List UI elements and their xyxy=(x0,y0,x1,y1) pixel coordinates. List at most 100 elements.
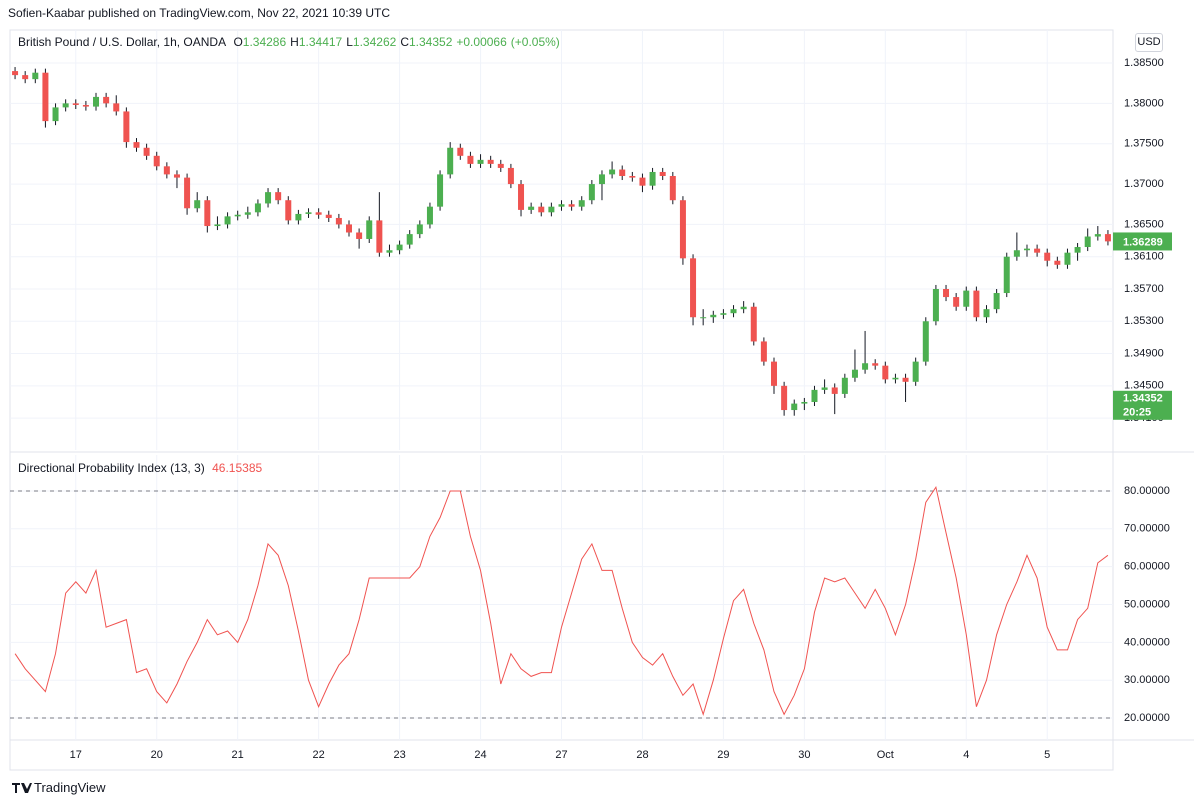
candle-body xyxy=(1094,234,1101,237)
candle-body xyxy=(254,203,261,213)
logo xyxy=(12,783,32,793)
candle-body xyxy=(194,200,201,209)
candle-body xyxy=(588,184,595,201)
x-tick-label: 30 xyxy=(798,749,810,761)
x-tick-label: 29 xyxy=(717,749,729,761)
candle-body xyxy=(801,401,808,404)
current-price-label: 1.34352 xyxy=(1123,393,1163,405)
candle-body xyxy=(1013,250,1020,257)
x-tick-label: 23 xyxy=(393,749,405,761)
candle-body xyxy=(315,212,322,215)
candle-body xyxy=(335,217,342,225)
y-tick-label: 1.34500 xyxy=(1124,380,1164,392)
x-tick-label: Oct xyxy=(877,749,894,761)
indicator-value: 46.15385 xyxy=(212,461,263,475)
candle-body xyxy=(609,169,616,175)
candle-body xyxy=(376,220,383,253)
candle-body xyxy=(750,306,757,342)
legend-change: +0.00066 xyxy=(456,35,507,49)
candle-body xyxy=(123,111,130,143)
candle-body xyxy=(1023,248,1030,251)
x-tick-label: 20 xyxy=(151,749,163,761)
candle-body xyxy=(973,290,980,318)
x-tick-label: 24 xyxy=(474,749,486,761)
candle-body xyxy=(224,216,231,225)
candle-body xyxy=(184,177,191,209)
candle-body xyxy=(406,234,413,245)
x-tick-label: 4 xyxy=(963,749,969,761)
candle-body xyxy=(214,224,221,227)
grid xyxy=(10,30,1113,740)
candle-body xyxy=(173,174,180,178)
last-price-box xyxy=(1113,232,1172,251)
x-tick-label: 5 xyxy=(1044,749,1050,761)
candle-body xyxy=(295,213,302,221)
y-tick-label: 30.00000 xyxy=(1124,674,1170,686)
candle-body xyxy=(760,341,767,362)
candle-body xyxy=(42,72,49,122)
y-tick-label: 1.35700 xyxy=(1124,283,1164,295)
candle-body xyxy=(1044,252,1051,261)
candle-body xyxy=(62,103,69,108)
candle-body xyxy=(345,224,352,233)
y-tick-label: 1.35300 xyxy=(1124,315,1164,327)
candle-body xyxy=(963,290,970,307)
x-tick-label: 27 xyxy=(555,749,567,761)
candle-body xyxy=(922,321,929,362)
x-tick-label: 17 xyxy=(70,749,82,761)
candle-body xyxy=(578,200,585,207)
legend-value: 1.34417 xyxy=(298,35,343,49)
price-legend: British Pound / U.S. Dollar, 1h, OANDA O… xyxy=(18,35,564,49)
candle-body xyxy=(437,174,444,207)
candle-body xyxy=(841,377,848,394)
candle-body xyxy=(862,363,869,370)
currency-button[interactable]: USD xyxy=(1135,33,1163,52)
candle-body xyxy=(32,72,39,80)
candle-body xyxy=(1074,247,1081,253)
candle-body xyxy=(771,361,778,386)
candle-body xyxy=(356,232,363,239)
candle-body xyxy=(730,309,737,314)
candle-body xyxy=(487,159,494,164)
legend-change-percent: (+0.05%) xyxy=(510,35,560,49)
candle-body xyxy=(619,169,626,176)
branding: TradingView xyxy=(34,780,106,795)
y-tick-label: 60.00000 xyxy=(1124,561,1170,573)
candle-body xyxy=(629,175,636,178)
candle-body xyxy=(457,147,464,156)
candle-body xyxy=(143,147,150,156)
candle-body xyxy=(72,103,79,105)
candle-body xyxy=(851,369,858,378)
y-tick-label: 1.36100 xyxy=(1124,251,1164,263)
symbol-title: British Pound / U.S. Dollar, 1h, OANDA xyxy=(18,35,227,49)
candle-body xyxy=(943,288,950,298)
legend-label: L xyxy=(346,35,353,49)
candle-body xyxy=(153,155,160,167)
y-tick-label: 1.37500 xyxy=(1124,138,1164,150)
candle-body xyxy=(1054,260,1061,265)
candle-body xyxy=(892,377,899,380)
candle-body xyxy=(133,142,140,148)
legend-value: 1.34262 xyxy=(352,35,397,49)
candle-body xyxy=(103,96,110,104)
candle-body xyxy=(932,288,939,322)
legend-value: 1.34352 xyxy=(408,35,453,49)
candle-body xyxy=(12,71,19,76)
candle-body xyxy=(467,155,474,164)
candle-body xyxy=(426,206,433,225)
candle-body xyxy=(538,206,545,213)
candle-body xyxy=(82,104,89,107)
candle-body xyxy=(872,363,879,366)
candle-body xyxy=(912,361,919,382)
candle-body xyxy=(416,224,423,235)
last-price-label: 1.36289 xyxy=(1123,236,1163,248)
candle-body xyxy=(265,192,272,204)
candle-body xyxy=(386,250,393,253)
axes: 17 20 21 22 23 24 27 28 29 30 Oct 4 5 1.38500 1.38000 1… xyxy=(70,57,1172,761)
y-tick-label: 1.38500 xyxy=(1124,57,1164,69)
candle-body xyxy=(234,214,241,217)
candle-body xyxy=(1064,252,1071,265)
candle-body xyxy=(811,389,818,402)
x-tick-label: 21 xyxy=(232,749,244,761)
candle-body xyxy=(953,297,960,307)
